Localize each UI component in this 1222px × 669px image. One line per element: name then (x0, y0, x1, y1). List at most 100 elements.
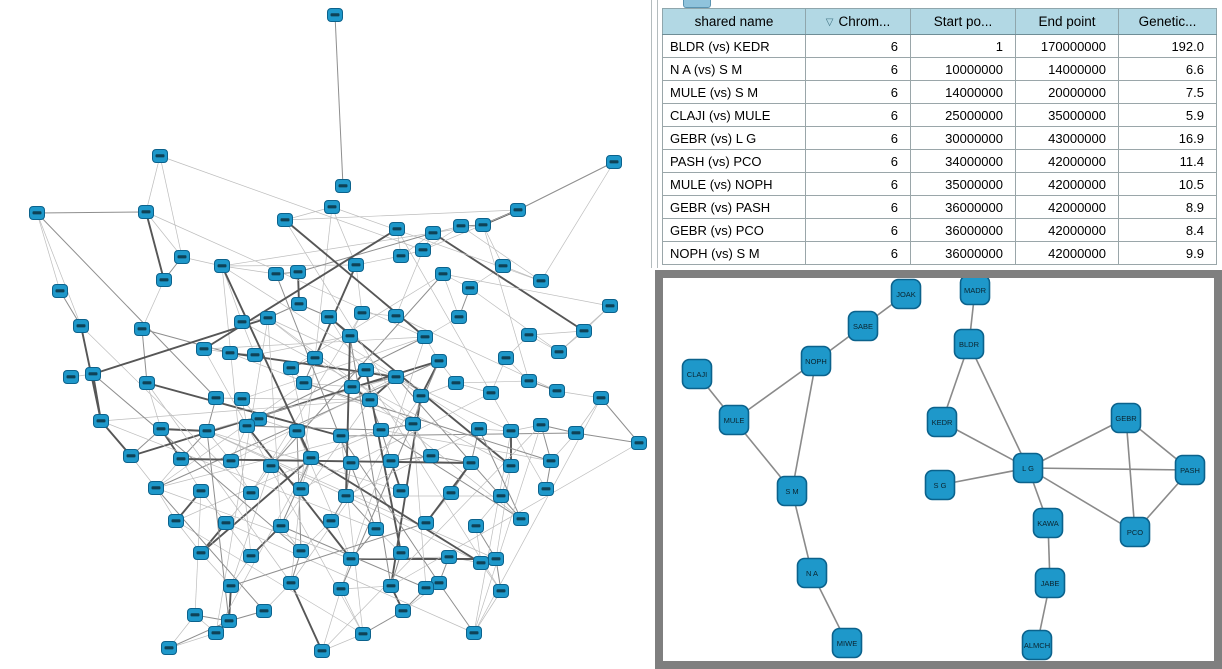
value-cell[interactable]: 6 (805, 149, 911, 173)
edge-name-cell[interactable]: PASH (vs) PCO (662, 149, 806, 173)
node-label-smudge (250, 353, 260, 357)
value-cell[interactable]: 10000000 (910, 57, 1016, 81)
network-node-JOAK[interactable] (890, 278, 922, 310)
network-node-L-G[interactable] (1012, 452, 1044, 484)
value-cell[interactable]: 16.9 (1118, 126, 1217, 150)
value-cell[interactable]: 6 (805, 57, 911, 81)
value-cell[interactable]: 30000000 (910, 126, 1016, 150)
value-cell[interactable]: 7.5 (1118, 80, 1217, 104)
value-cell[interactable]: 43000000 (1015, 126, 1119, 150)
detail-network-canvas[interactable]: JOAK MADR SABE NOPH BLDR CLAJI MULE KEDR GEBR L G… (663, 278, 1214, 661)
value-cell[interactable]: 192.0 (1118, 34, 1217, 58)
edge-name-cell[interactable]: MULE (vs) S M (662, 80, 806, 104)
network-edge (141, 279, 165, 330)
column-header-2[interactable]: Start po... (910, 8, 1016, 35)
overview-network-panel[interactable] (0, 0, 648, 669)
network-node-PASH[interactable] (1174, 454, 1206, 486)
column-header-1[interactable]: ▽ Chrom... (805, 8, 911, 35)
edge-name-cell[interactable]: GEBR (vs) L G (662, 126, 806, 150)
table-row[interactable]: CLAJI (vs) MULE 6 25000000 35000000 5.9 (662, 103, 1217, 127)
column-header-4[interactable]: Genetic... (1118, 8, 1217, 35)
network-node-ALMCH[interactable] (1021, 629, 1053, 661)
filter-funnel-icon[interactable]: ▽ (825, 17, 834, 28)
value-cell[interactable]: 6 (805, 80, 911, 104)
network-node-PCO[interactable] (1119, 516, 1151, 548)
network-node-MIWE[interactable] (831, 627, 863, 659)
panel-splitter[interactable] (651, 0, 652, 268)
column-header-3[interactable]: End point (1015, 8, 1119, 35)
network-node-SABE[interactable] (847, 310, 879, 342)
edge-name-cell[interactable]: NOPH (vs) S M (662, 241, 806, 265)
network-node-CLAJI[interactable] (681, 358, 713, 390)
edge-name-cell[interactable]: GEBR (vs) PASH (662, 195, 806, 219)
table-row[interactable]: GEBR (vs) PCO 6 36000000 42000000 8.4 (662, 218, 1217, 242)
value-cell[interactable]: 8.4 (1118, 218, 1217, 242)
table-row[interactable]: N A (vs) S M 6 10000000 14000000 6.6 (662, 57, 1217, 81)
value-cell[interactable]: 36000000 (910, 241, 1016, 265)
value-cell[interactable]: 9.9 (1118, 241, 1217, 265)
node-label-smudge (164, 646, 174, 650)
value-cell[interactable]: 6.6 (1118, 57, 1217, 81)
edge-attribute-table: shared name ▽ Chrom... Start po... End point… (662, 8, 1217, 265)
value-cell[interactable]: 6 (805, 218, 911, 242)
value-cell[interactable]: 36000000 (910, 195, 1016, 219)
node-label-smudge (438, 272, 448, 276)
edge-name-cell[interactable]: GEBR (vs) PCO (662, 218, 806, 242)
value-cell[interactable]: 5.9 (1118, 103, 1217, 127)
value-cell[interactable]: 6 (805, 172, 911, 196)
network-node-N-A[interactable] (796, 557, 828, 589)
table-row[interactable]: NOPH (vs) S M 6 36000000 42000000 9.9 (662, 241, 1217, 265)
table-row[interactable]: BLDR (vs) KEDR 6 1 170000000 192.0 (662, 34, 1217, 58)
network-node-KAWA[interactable] (1032, 507, 1064, 539)
value-cell[interactable]: 14000000 (910, 80, 1016, 104)
table-row[interactable]: PASH (vs) PCO 6 34000000 42000000 11.4 (662, 149, 1217, 173)
value-cell[interactable]: 6 (805, 34, 911, 58)
value-cell[interactable]: 6 (805, 195, 911, 219)
table-tab-fragment[interactable] (683, 0, 711, 8)
node-label: CLAJI (687, 370, 707, 379)
value-cell[interactable]: 6 (805, 103, 911, 127)
value-cell[interactable]: 42000000 (1015, 195, 1119, 219)
network-node-MADR[interactable] (959, 278, 991, 306)
value-cell[interactable]: 20000000 (1015, 80, 1119, 104)
table-row[interactable]: GEBR (vs) PASH 6 36000000 42000000 8.9 (662, 195, 1217, 219)
network-edge (36, 211, 147, 214)
value-cell[interactable]: 42000000 (1015, 172, 1119, 196)
value-cell[interactable]: 6 (805, 241, 911, 265)
network-node-S-M[interactable] (776, 475, 808, 507)
edge-name-cell[interactable]: CLAJI (vs) MULE (662, 103, 806, 127)
network-node-NOPH[interactable] (800, 345, 832, 377)
value-cell[interactable]: 25000000 (910, 103, 1016, 127)
network-node-GEBR[interactable] (1110, 402, 1142, 434)
table-row[interactable]: MULE (vs) S M 6 14000000 20000000 7.5 (662, 80, 1217, 104)
table-row[interactable]: GEBR (vs) L G 6 30000000 43000000 16.9 (662, 126, 1217, 150)
value-cell[interactable]: 10.5 (1118, 172, 1217, 196)
value-cell[interactable]: 36000000 (910, 218, 1016, 242)
network-node-MULE[interactable] (718, 404, 750, 436)
value-cell[interactable]: 170000000 (1015, 34, 1119, 58)
value-cell[interactable]: 8.9 (1118, 195, 1217, 219)
value-cell[interactable]: 1 (910, 34, 1016, 58)
edge-name-cell[interactable]: BLDR (vs) KEDR (662, 34, 806, 58)
node-label-smudge (421, 521, 431, 525)
column-header-0[interactable]: shared name (662, 8, 806, 35)
panel-splitter-edge (657, 0, 658, 268)
network-node-JABE[interactable] (1034, 567, 1066, 599)
value-cell[interactable]: 6 (805, 126, 911, 150)
value-cell[interactable]: 35000000 (1015, 103, 1119, 127)
network-node-BLDR[interactable] (953, 328, 985, 360)
edge-name-cell[interactable]: N A (vs) S M (662, 57, 806, 81)
value-cell[interactable]: 34000000 (910, 149, 1016, 173)
value-cell[interactable]: 35000000 (910, 172, 1016, 196)
edge-name-cell[interactable]: MULE (vs) NOPH (662, 172, 806, 196)
value-cell[interactable]: 14000000 (1015, 57, 1119, 81)
value-cell[interactable]: 11.4 (1118, 149, 1217, 173)
value-cell[interactable]: 42000000 (1015, 241, 1119, 265)
network-node-KEDR[interactable] (926, 406, 958, 438)
network-node-S-G[interactable] (924, 469, 956, 501)
network-edge (221, 265, 277, 275)
value-cell[interactable]: 42000000 (1015, 218, 1119, 242)
table-row[interactable]: MULE (vs) NOPH 6 35000000 42000000 10.5 (662, 172, 1217, 196)
value-cell[interactable]: 42000000 (1015, 149, 1119, 173)
node-label-smudge (246, 491, 256, 495)
